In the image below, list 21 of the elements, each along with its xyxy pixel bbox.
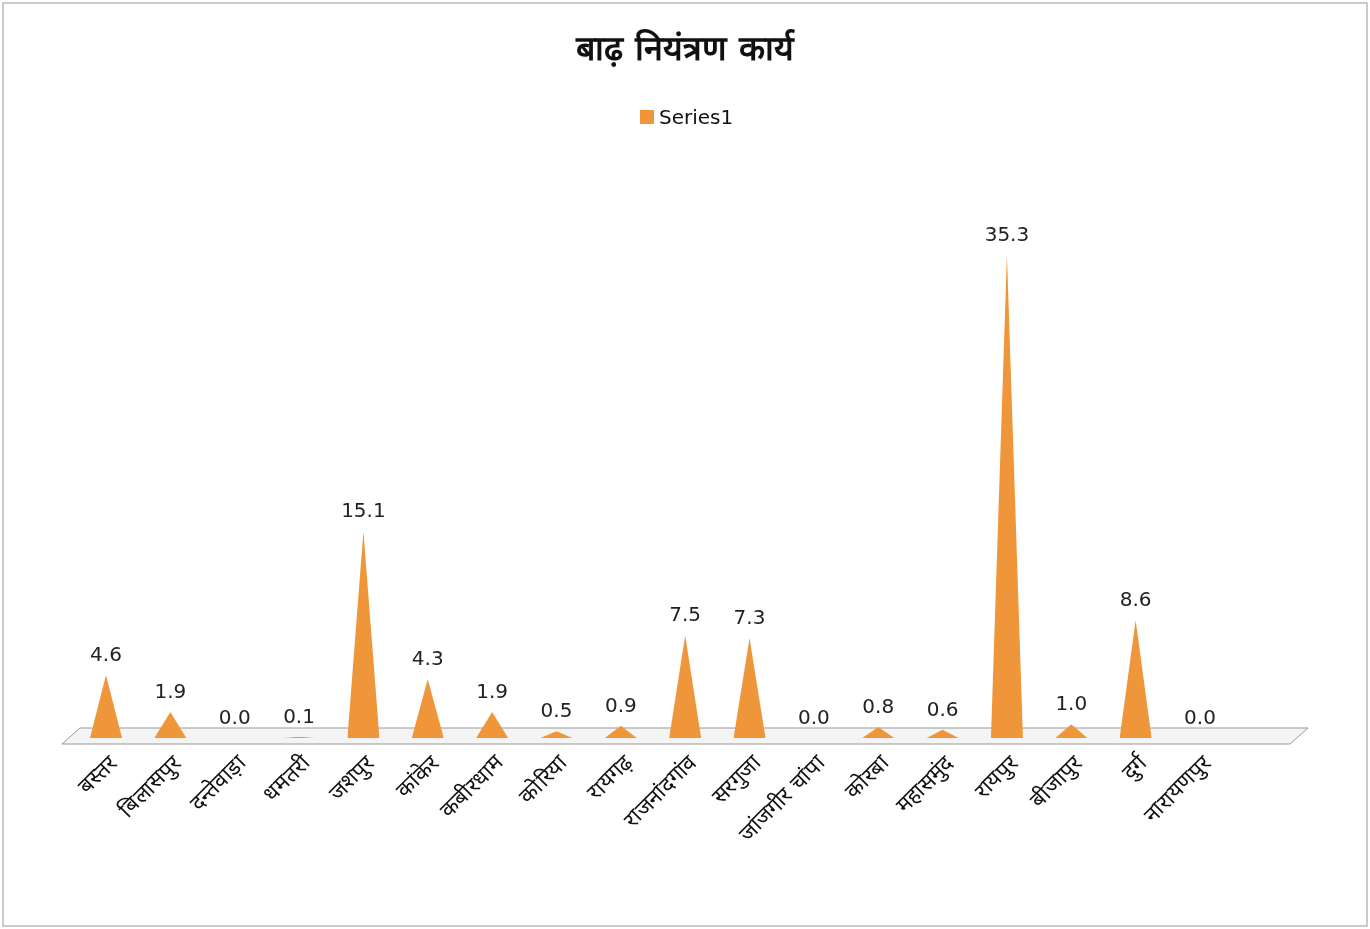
data-label: 1.9 bbox=[154, 679, 187, 703]
data-label: 0.5 bbox=[540, 698, 573, 723]
x-tick-label: बस्तर bbox=[72, 749, 123, 799]
legend-label: Series1 bbox=[659, 104, 734, 129]
data-label: 15.1 bbox=[341, 498, 386, 523]
data-label: 0.1 bbox=[283, 703, 315, 728]
data-label: 35.3 bbox=[984, 222, 1030, 246]
data-label: 0.8 bbox=[862, 694, 895, 719]
data-label: 4.3 bbox=[411, 646, 444, 671]
data-label: 0.0 bbox=[218, 705, 251, 729]
data-label: 1.0 bbox=[1055, 691, 1088, 716]
data-label: 0.0 bbox=[797, 705, 830, 729]
data-label: 0.0 bbox=[1184, 705, 1216, 729]
data-label: 4.6 bbox=[90, 642, 122, 667]
data-label: 7.5 bbox=[669, 602, 702, 627]
data-label: 8.6 bbox=[1119, 587, 1152, 612]
data-label: 1.9 bbox=[476, 679, 509, 703]
data-label: 0.9 bbox=[604, 692, 637, 717]
data-label: 7.3 bbox=[733, 605, 766, 630]
chart-title: बाढ़ नियंत्रण कार्य bbox=[575, 28, 796, 68]
data-label: 0.6 bbox=[926, 696, 959, 721]
